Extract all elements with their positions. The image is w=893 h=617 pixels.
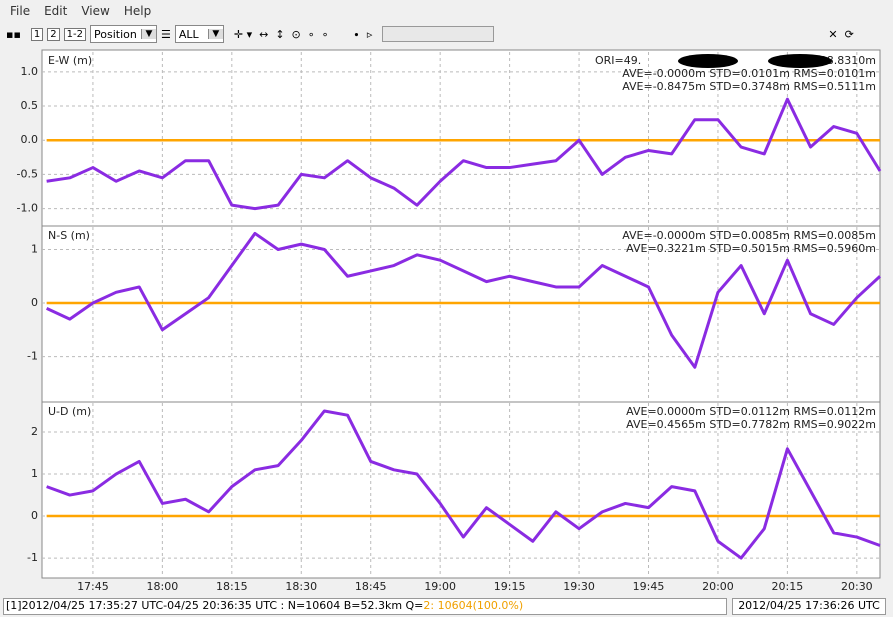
- x-tick-label: 19:15: [494, 580, 526, 593]
- y-tick-label: 0: [31, 509, 38, 522]
- x-tick-label: 17:45: [77, 580, 109, 593]
- stats-text: AVE=-0.8475m STD=0.3748m RMS=0.5111m: [622, 80, 876, 93]
- x-tick-label: 19:45: [633, 580, 665, 593]
- x-tick-label: 18:00: [147, 580, 179, 593]
- plot-type-combo[interactable]: Position ▼: [90, 25, 158, 43]
- y-tick-label: 0.5: [21, 99, 39, 112]
- redaction: [768, 54, 832, 68]
- status-right: 2012/04/25 17:36:26 UTC: [732, 598, 886, 615]
- menu-item[interactable]: File: [10, 4, 31, 18]
- x-tick-label: 20:30: [841, 580, 873, 593]
- y-tick-label: 0.0: [21, 133, 39, 146]
- arrow: ▼: [207, 29, 223, 39]
- position-line: [46, 231, 882, 369]
- toolbar: ▪▪ 1 2 1-2 Position ▼ ☰ ALL ▼ ✛ ▾ ↔ ↕ ⊙ ∘ …: [0, 22, 893, 46]
- quality-text: 2: 10604(100.0%): [423, 599, 524, 612]
- button[interactable]: 1: [30, 27, 44, 41]
- y-tick-label: 1.0: [21, 65, 39, 78]
- x-tick-label: 20:00: [702, 580, 734, 593]
- x-tick-label: 19:00: [424, 580, 456, 593]
- status-text: [1]2012/04/25 17:35:27 UTC-04/25 20:36:3…: [6, 599, 424, 612]
- slider[interactable]: [382, 26, 495, 42]
- icon: ☰: [161, 27, 171, 41]
- status-left: [1]2012/04/25 17:35:27 UTC-04/25 20:36:3…: [3, 598, 727, 615]
- y-tick-label: -0.5: [17, 167, 38, 180]
- x-tick-label: 20:15: [772, 580, 804, 593]
- y-tick-label: 1: [31, 467, 38, 480]
- stats-text: AVE=-0.0000m STD=0.0101m RMS=0.0101m: [622, 67, 876, 80]
- redaction: [678, 54, 738, 68]
- button[interactable]: 1-2: [63, 27, 87, 41]
- icon[interactable]: ▪▪: [6, 27, 21, 41]
- panel-label: N-S (m): [48, 229, 90, 242]
- position-line: [46, 409, 881, 560]
- stats-text: AVE=-0.0000m STD=0.0085m RMS=0.0085m: [622, 229, 876, 242]
- x-tick-label: 18:15: [216, 580, 248, 593]
- x-tick-label: 18:30: [285, 580, 317, 593]
- stats-text: AVE=0.0000m STD=0.0112m RMS=0.0112m: [626, 405, 876, 418]
- panel-label: E-W (m): [48, 54, 92, 67]
- menu-item[interactable]: Edit: [44, 4, 68, 18]
- icon[interactable]: ✕ ⟳: [828, 27, 854, 41]
- plot-background: [41, 49, 881, 579]
- y-tick-label: 2: [31, 425, 38, 438]
- arrow: ▼: [141, 29, 157, 39]
- menu-item[interactable]: Help: [123, 4, 152, 18]
- panel-label: U-D (m): [48, 405, 91, 418]
- icon[interactable]: ✛ ▾ ↔ ↕ ⊙ ∘ ∘ ∙ ▹: [233, 27, 373, 41]
- y-tick-label: 0: [31, 296, 38, 309]
- x-tick-label: 19:30: [563, 580, 595, 593]
- button[interactable]: 2: [47, 27, 60, 41]
- plot-area: 1.00.50.0-0.5-1.0E-W (m)ORI=49.12.P 438.…: [17, 49, 882, 593]
- y-tick-label: -1: [27, 551, 38, 564]
- y-tick-label: -1: [27, 350, 38, 363]
- status-bar: [1]2012/04/25 17:35:27 UTC-04/25 20:36:3…: [0, 596, 893, 617]
- position-line: [46, 97, 882, 211]
- menu-item[interactable]: View: [81, 4, 110, 18]
- stats-text: AVE=0.3221m STD=0.5015m RMS=0.5960m: [626, 242, 876, 255]
- stats-text: AVE=0.4565m STD=0.7782m RMS=0.9022m: [626, 418, 876, 431]
- stats-text: ORI=49.: [595, 54, 641, 67]
- x-tick-label: 18:45: [355, 580, 387, 593]
- combo-text: ALL: [178, 27, 199, 41]
- sat-combo[interactable]: ALL ▼: [174, 25, 224, 43]
- menu-bar: File Edit View Help: [0, 0, 893, 22]
- y-tick-label: 1: [31, 242, 38, 255]
- y-tick-label: -1.0: [17, 202, 38, 215]
- combo-text: Position: [94, 27, 137, 41]
